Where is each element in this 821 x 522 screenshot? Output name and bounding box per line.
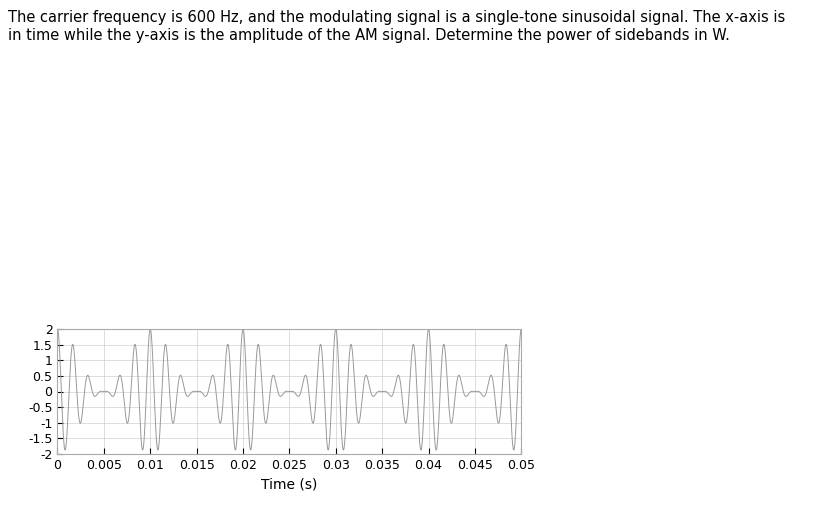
Text: The carrier frequency is 600 Hz, and the modulating signal is a single-tone sinu: The carrier frequency is 600 Hz, and the… (8, 10, 786, 43)
X-axis label: Time (s): Time (s) (261, 478, 318, 492)
